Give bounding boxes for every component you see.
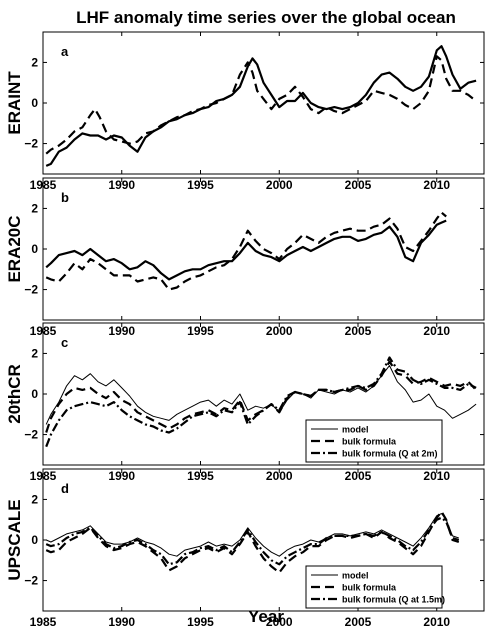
x-tick-label: 2010 [423, 178, 450, 192]
x-tick-label: 2000 [266, 178, 293, 192]
x-tick-label: 1990 [108, 324, 135, 338]
y-axis-label: UPSCALE [5, 499, 24, 580]
x-tick-label: 2010 [423, 324, 450, 338]
y-tick-label: 2 [31, 492, 38, 506]
x-tick-label: 1995 [187, 324, 214, 338]
legend-label: model [342, 571, 369, 581]
x-tick-label: 2005 [345, 469, 372, 483]
legend: model bulk formula bulk formula (Q at 1.5m… [305, 565, 445, 609]
series-line-2 [45, 510, 460, 574]
y-tick-label: 0 [31, 96, 38, 110]
x-tick-label: 1990 [108, 178, 135, 192]
y-tick-label: −2 [24, 283, 38, 297]
x-tick-label: 1995 [187, 469, 214, 483]
series-line-2 [45, 211, 447, 291]
panel-label: a [61, 44, 69, 59]
legend-label: bulk formula [342, 583, 397, 593]
x-tick-label: 2000 [266, 324, 293, 338]
figure-title: LHF anomaly time series over the global … [76, 8, 456, 27]
x-tick-label: 1990 [108, 469, 135, 483]
x-tick-label: 2000 [266, 469, 293, 483]
panel-label: c [61, 335, 68, 350]
y-tick-label: 0 [31, 387, 38, 401]
x-tick-label: 2005 [345, 615, 372, 629]
series-line-2 [45, 55, 477, 155]
y-tick-label: 2 [31, 55, 38, 69]
y-axis-label: ERA20C [5, 215, 24, 282]
x-tick-label: 2010 [423, 469, 450, 483]
series-line-3 [45, 516, 460, 566]
x-tick-label: 1985 [30, 615, 57, 629]
x-tick-label: 1995 [187, 615, 214, 629]
x-tick-label: 2005 [345, 324, 372, 338]
y-tick-label: −2 [24, 574, 38, 588]
legend-label: bulk formula [342, 437, 397, 447]
y-tick-label: 0 [31, 533, 38, 547]
y-axis-label: ERAINT [5, 71, 24, 135]
y-tick-label: 0 [31, 242, 38, 256]
series-line-1 [45, 45, 477, 167]
y-tick-label: 2 [31, 201, 38, 215]
series-line-3 [45, 356, 477, 448]
panel-label: b [61, 190, 69, 205]
panel-d: 1985 1990 1995 2000 2005 2010 −2 0 2 UPSCALE d mode… [5, 468, 485, 629]
x-axis-label: Year [248, 607, 284, 626]
x-tick-label: 1990 [108, 615, 135, 629]
legend-label: model [342, 425, 369, 435]
x-tick-label: 1995 [187, 178, 214, 192]
y-axis-label: 20thCR [5, 364, 24, 424]
legend-label: bulk formula (Q at 2m) [342, 449, 438, 459]
series-line-1 [45, 219, 447, 281]
x-tick-label: 2010 [423, 615, 450, 629]
panel-label: d [61, 481, 69, 496]
y-tick-label: −2 [24, 428, 38, 442]
y-tick-label: −2 [24, 137, 38, 151]
series-line-1 [45, 365, 477, 425]
legend: model bulk formula bulk formula (Q at 2m) [305, 419, 443, 463]
x-tick-label: 2005 [345, 178, 372, 192]
series-line-1 [46, 513, 459, 557]
plot-frame [42, 31, 485, 175]
series-line-2 [45, 360, 477, 433]
x-tick-label: 2000 [266, 615, 293, 629]
panel-c: 1985 1990 1995 2000 2005 2010−20220thCRcmodel… [5, 322, 485, 483]
y-tick-label: 2 [31, 346, 38, 360]
legend-label: bulk formula (Q at 1.5m) [342, 595, 445, 605]
